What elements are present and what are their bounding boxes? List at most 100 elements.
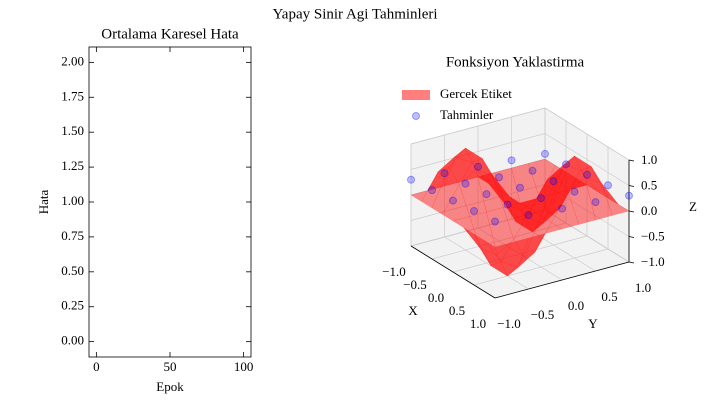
z-tick [628, 261, 635, 264]
prediction-point [625, 191, 633, 200]
legend-label: Gercek Etiket [440, 86, 512, 101]
surface-patch [473, 233, 502, 266]
axes-title: Fonksiyon Yaklastirma [446, 54, 585, 70]
surface-patch [509, 196, 538, 218]
surface-patch [513, 209, 542, 258]
x-axis-label: X [408, 303, 418, 318]
y-tick-label: 2.00 [61, 53, 84, 68]
prediction-point [503, 200, 512, 209]
prediction-point [428, 186, 436, 195]
surface-patch [504, 204, 534, 233]
x-tick-label: 0.0 [428, 290, 444, 305]
x-tick-label: 100 [234, 359, 254, 374]
x-axis-label: Epok [156, 379, 184, 394]
surface-patch [515, 217, 544, 233]
surface-patch [488, 183, 516, 222]
y-tick-label: 1.50 [61, 123, 84, 138]
grid-line [544, 107, 630, 161]
surface-patch [530, 174, 559, 217]
axis-line [494, 261, 630, 299]
y-tick-label: 1.25 [61, 158, 84, 173]
prediction-point [461, 179, 470, 188]
surface-patch [471, 158, 500, 191]
surface-patch [479, 248, 509, 277]
legend-marker [412, 112, 420, 120]
prediction-point [516, 183, 524, 192]
surface-patch [464, 147, 494, 176]
legend-swatch [402, 90, 430, 100]
grid-line [410, 158, 546, 196]
surface-patch [521, 195, 550, 233]
surface-patch [517, 233, 546, 268]
y-tick-label: 0.00 [61, 333, 84, 348]
surface-patch [484, 240, 513, 262]
prediction-point [549, 177, 558, 186]
x-tick-label: −0.5 [403, 277, 427, 292]
z-tick [628, 210, 635, 213]
y-tick-label: 0.50 [61, 263, 84, 278]
z-tick [628, 236, 635, 238]
grid-line [544, 184, 630, 237]
y-tick-label: 1.00 [61, 193, 84, 208]
surface-patch [486, 207, 515, 256]
prediction-point [482, 190, 491, 199]
z-tick [628, 185, 635, 187]
axes-title: Ortalama Karesel Hata [101, 26, 239, 42]
surface-patch [563, 155, 592, 171]
prediction-point [470, 207, 478, 216]
prediction-point [407, 175, 415, 184]
surface-patch [557, 155, 586, 193]
surface-patch [532, 208, 560, 233]
surface-patch [551, 191, 580, 230]
surface-patch [536, 164, 565, 199]
surface-patch [444, 156, 473, 187]
z-tick [628, 159, 635, 162]
x-tick-label: 50 [164, 359, 177, 374]
surface-patch [548, 171, 577, 214]
surface-patch [442, 183, 471, 222]
y-tick-label: 0.5 [601, 289, 617, 304]
x-tick-label: 0 [93, 359, 100, 374]
surface-patch [525, 193, 554, 224]
surface-patch [458, 168, 487, 217]
plot-frame [88, 46, 252, 358]
y-tick-label: 0.75 [61, 228, 84, 243]
surface-patch [569, 170, 598, 192]
surface-patch [534, 222, 563, 253]
y-tick-label: 0.25 [61, 298, 84, 313]
figure-title: Yapay Sinir Agi Tahminleri [272, 6, 437, 22]
grid-line [444, 236, 529, 290]
surface-patch [454, 147, 483, 163]
surface-patch [547, 155, 575, 180]
prediction-point [562, 160, 570, 169]
surface-patch [410, 171, 439, 202]
prediction-point [507, 156, 516, 165]
surface-patch [475, 169, 504, 213]
prediction-point [449, 196, 457, 205]
z-tick-label: 1.0 [641, 152, 657, 167]
surface-patch [421, 166, 450, 209]
surface-patch [527, 158, 556, 197]
prediction-point [583, 170, 591, 179]
prediction-point [604, 181, 612, 190]
grid-line [410, 184, 546, 221]
y-tick-label: 1.0 [635, 280, 651, 295]
z-tick-label: 0.5 [641, 177, 657, 192]
prediction-point [558, 204, 566, 213]
prediction-point [495, 173, 503, 182]
surface-patch [427, 156, 456, 191]
surface-patch [601, 183, 630, 216]
surface-patch [482, 158, 510, 197]
prediction-point [570, 187, 579, 196]
z-axis-label: Z [689, 199, 697, 214]
surface-patch [553, 164, 582, 195]
y-tick-label: −1.0 [497, 316, 521, 331]
y-axis-label: Hata [36, 190, 51, 215]
y-tick-label: −0.5 [531, 307, 555, 322]
z-tick-label: 0.0 [641, 203, 657, 218]
surface-patch [477, 172, 506, 205]
surface-patch [507, 252, 535, 277]
surface-patch [540, 174, 569, 223]
x-tick-label: 0.5 [449, 303, 465, 318]
